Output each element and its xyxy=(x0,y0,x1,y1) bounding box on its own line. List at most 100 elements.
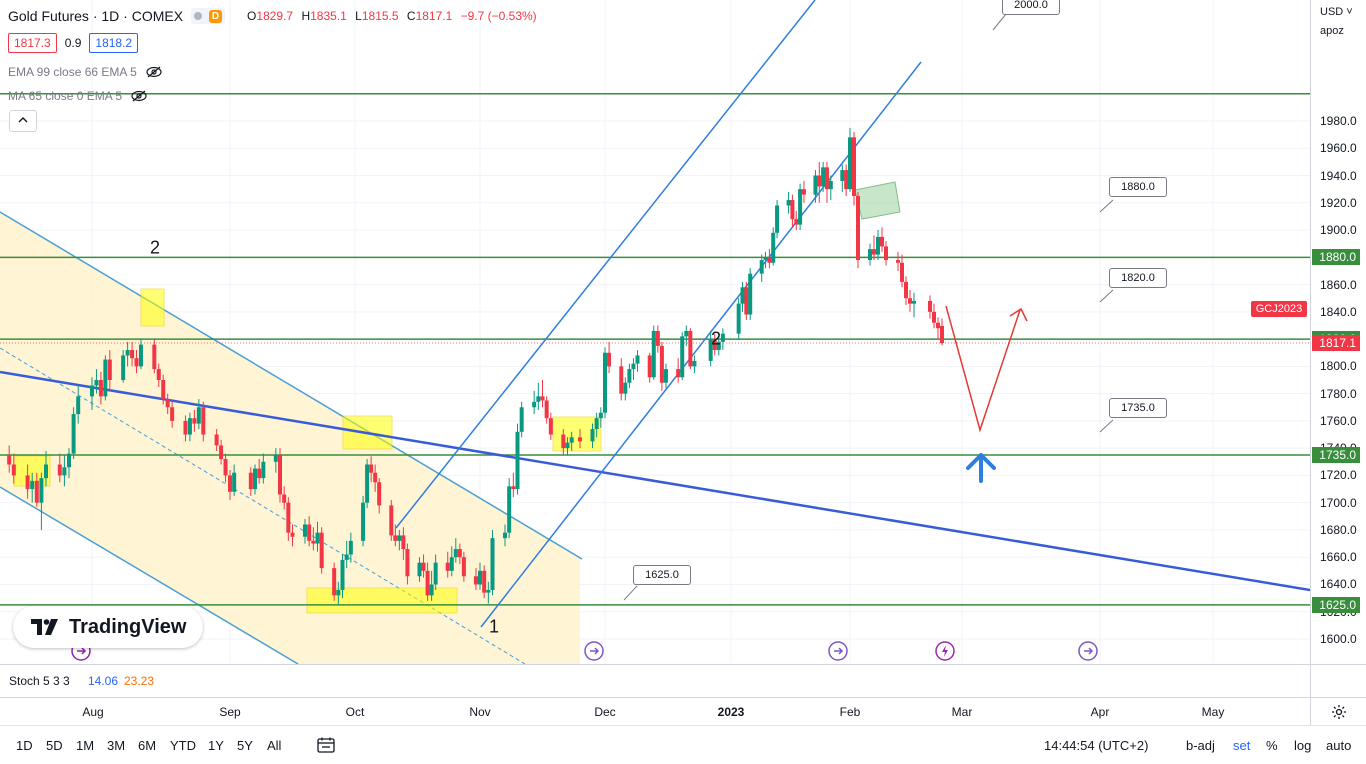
candle-body[interactable] xyxy=(659,345,664,383)
candle-body[interactable] xyxy=(257,468,262,479)
candle-body[interactable] xyxy=(569,437,574,443)
candle-body[interactable] xyxy=(619,366,624,394)
candle-body[interactable] xyxy=(156,369,161,380)
candle-body[interactable] xyxy=(868,249,872,261)
candle-body[interactable] xyxy=(767,257,772,263)
channel-upper-line[interactable] xyxy=(0,211,583,560)
candle-body[interactable] xyxy=(828,180,833,190)
candle-body[interactable] xyxy=(876,236,880,255)
timezone-clock[interactable]: 14:44:54 (UTC+2) xyxy=(1044,738,1149,753)
unit-selector[interactable]: apoz xyxy=(1320,25,1344,37)
candle-body[interactable] xyxy=(872,249,876,255)
candle-body[interactable] xyxy=(340,559,345,590)
candle-body[interactable] xyxy=(684,330,689,337)
candle-body[interactable] xyxy=(315,532,320,544)
candle-body[interactable] xyxy=(786,200,791,206)
candle-body[interactable] xyxy=(71,414,76,454)
price-axis[interactable]: USD ˅ apoz 1600.01620.01640.01660.01680.… xyxy=(1310,0,1366,664)
candle-body[interactable] xyxy=(720,333,725,342)
candle-body[interactable] xyxy=(361,502,366,541)
candle-body[interactable] xyxy=(67,453,71,468)
candle-body[interactable] xyxy=(908,298,912,304)
candle-body[interactable] xyxy=(248,472,253,490)
candle-body[interactable] xyxy=(282,494,287,503)
candle-body[interactable] xyxy=(90,385,94,397)
candle-body[interactable] xyxy=(417,562,422,577)
range-all-button[interactable]: All xyxy=(267,738,282,753)
candle-body[interactable] xyxy=(623,382,628,394)
toggle-b-adj[interactable]: b-adj xyxy=(1186,738,1215,753)
dividend-icon[interactable] xyxy=(828,641,848,661)
candle-body[interactable] xyxy=(307,524,312,541)
candle-body[interactable] xyxy=(11,464,16,476)
candle-body[interactable] xyxy=(627,369,632,383)
candle-body[interactable] xyxy=(900,262,904,282)
level-callout-1625[interactable]: 1625.0 xyxy=(633,565,691,585)
candle-body[interactable] xyxy=(121,355,126,380)
candle-body[interactable] xyxy=(125,350,130,356)
candle-body[interactable] xyxy=(607,352,612,367)
candle-body[interactable] xyxy=(565,442,570,449)
candle-body[interactable] xyxy=(369,464,374,473)
toggle-set[interactable]: set xyxy=(1233,738,1251,753)
stochastic-axis[interactable] xyxy=(1310,664,1366,698)
candle-body[interactable] xyxy=(651,330,656,378)
candle-body[interactable] xyxy=(94,380,99,386)
candle-body[interactable] xyxy=(790,200,795,220)
candle-body[interactable] xyxy=(507,486,512,533)
candle-body[interactable] xyxy=(187,418,192,435)
candle-body[interactable] xyxy=(578,437,582,442)
candle-body[interactable] xyxy=(478,570,482,585)
toggle-percent[interactable]: % xyxy=(1266,738,1278,753)
candle-body[interactable] xyxy=(405,549,410,577)
candle-body[interactable] xyxy=(680,336,685,378)
sell-price-button[interactable]: 1817.3 xyxy=(8,33,57,53)
tradingview-logo[interactable]: TradingView xyxy=(13,606,203,648)
candle-body[interactable] xyxy=(655,330,660,346)
long-trend-line[interactable] xyxy=(0,370,1310,592)
candle-body[interactable] xyxy=(201,407,206,435)
candle-body[interactable] xyxy=(482,570,487,593)
candle-body[interactable] xyxy=(904,281,908,299)
candle-body[interactable] xyxy=(98,380,103,397)
candle-body[interactable] xyxy=(449,557,454,571)
candle-body[interactable] xyxy=(377,482,382,506)
candle-body[interactable] xyxy=(303,524,307,537)
candle-body[interactable] xyxy=(130,350,135,359)
candle-body[interactable] xyxy=(647,355,652,378)
candle-body[interactable] xyxy=(896,260,900,263)
wave-label[interactable]: 1 xyxy=(488,616,500,637)
channel-lower-line[interactable] xyxy=(0,486,299,664)
dividend-icon[interactable] xyxy=(584,641,604,661)
candle-body[interactable] xyxy=(457,549,462,558)
range-1d-button[interactable]: 1D xyxy=(16,738,33,753)
candle-body[interactable] xyxy=(223,459,228,476)
hidden-eye-icon[interactable] xyxy=(145,66,163,78)
candle-body[interactable] xyxy=(771,232,776,263)
candle-body[interactable] xyxy=(25,475,30,490)
indicator-legend-ma[interactable]: MA 65 close 0 EMA 5 xyxy=(8,89,148,103)
candle-body[interactable] xyxy=(290,532,295,537)
candle-body[interactable] xyxy=(775,205,780,233)
candle-body[interactable] xyxy=(453,549,458,558)
candle-body[interactable] xyxy=(603,352,607,413)
currency-selector[interactable]: USD ˅ xyxy=(1320,6,1353,18)
range-5d-button[interactable]: 5D xyxy=(46,738,63,753)
highlight-zone[interactable] xyxy=(140,288,165,327)
candle-body[interactable] xyxy=(39,478,44,503)
ascending-channel-lower-line[interactable] xyxy=(480,61,922,628)
candle-body[interactable] xyxy=(161,380,166,400)
price-chart-pane[interactable] xyxy=(0,0,1310,664)
candle-body[interactable] xyxy=(62,467,67,476)
candle-body[interactable] xyxy=(253,468,257,490)
candle-body[interactable] xyxy=(57,464,62,476)
candle-body[interactable] xyxy=(548,418,553,435)
candle-body[interactable] xyxy=(540,396,545,401)
candle-body[interactable] xyxy=(663,369,668,383)
candle-body[interactable] xyxy=(848,137,852,190)
toggle-log[interactable]: log xyxy=(1294,738,1312,753)
candle-body[interactable] xyxy=(821,167,826,187)
candle-body[interactable] xyxy=(515,431,520,490)
candle-body[interactable] xyxy=(401,535,406,550)
candle-body[interactable] xyxy=(532,401,537,408)
